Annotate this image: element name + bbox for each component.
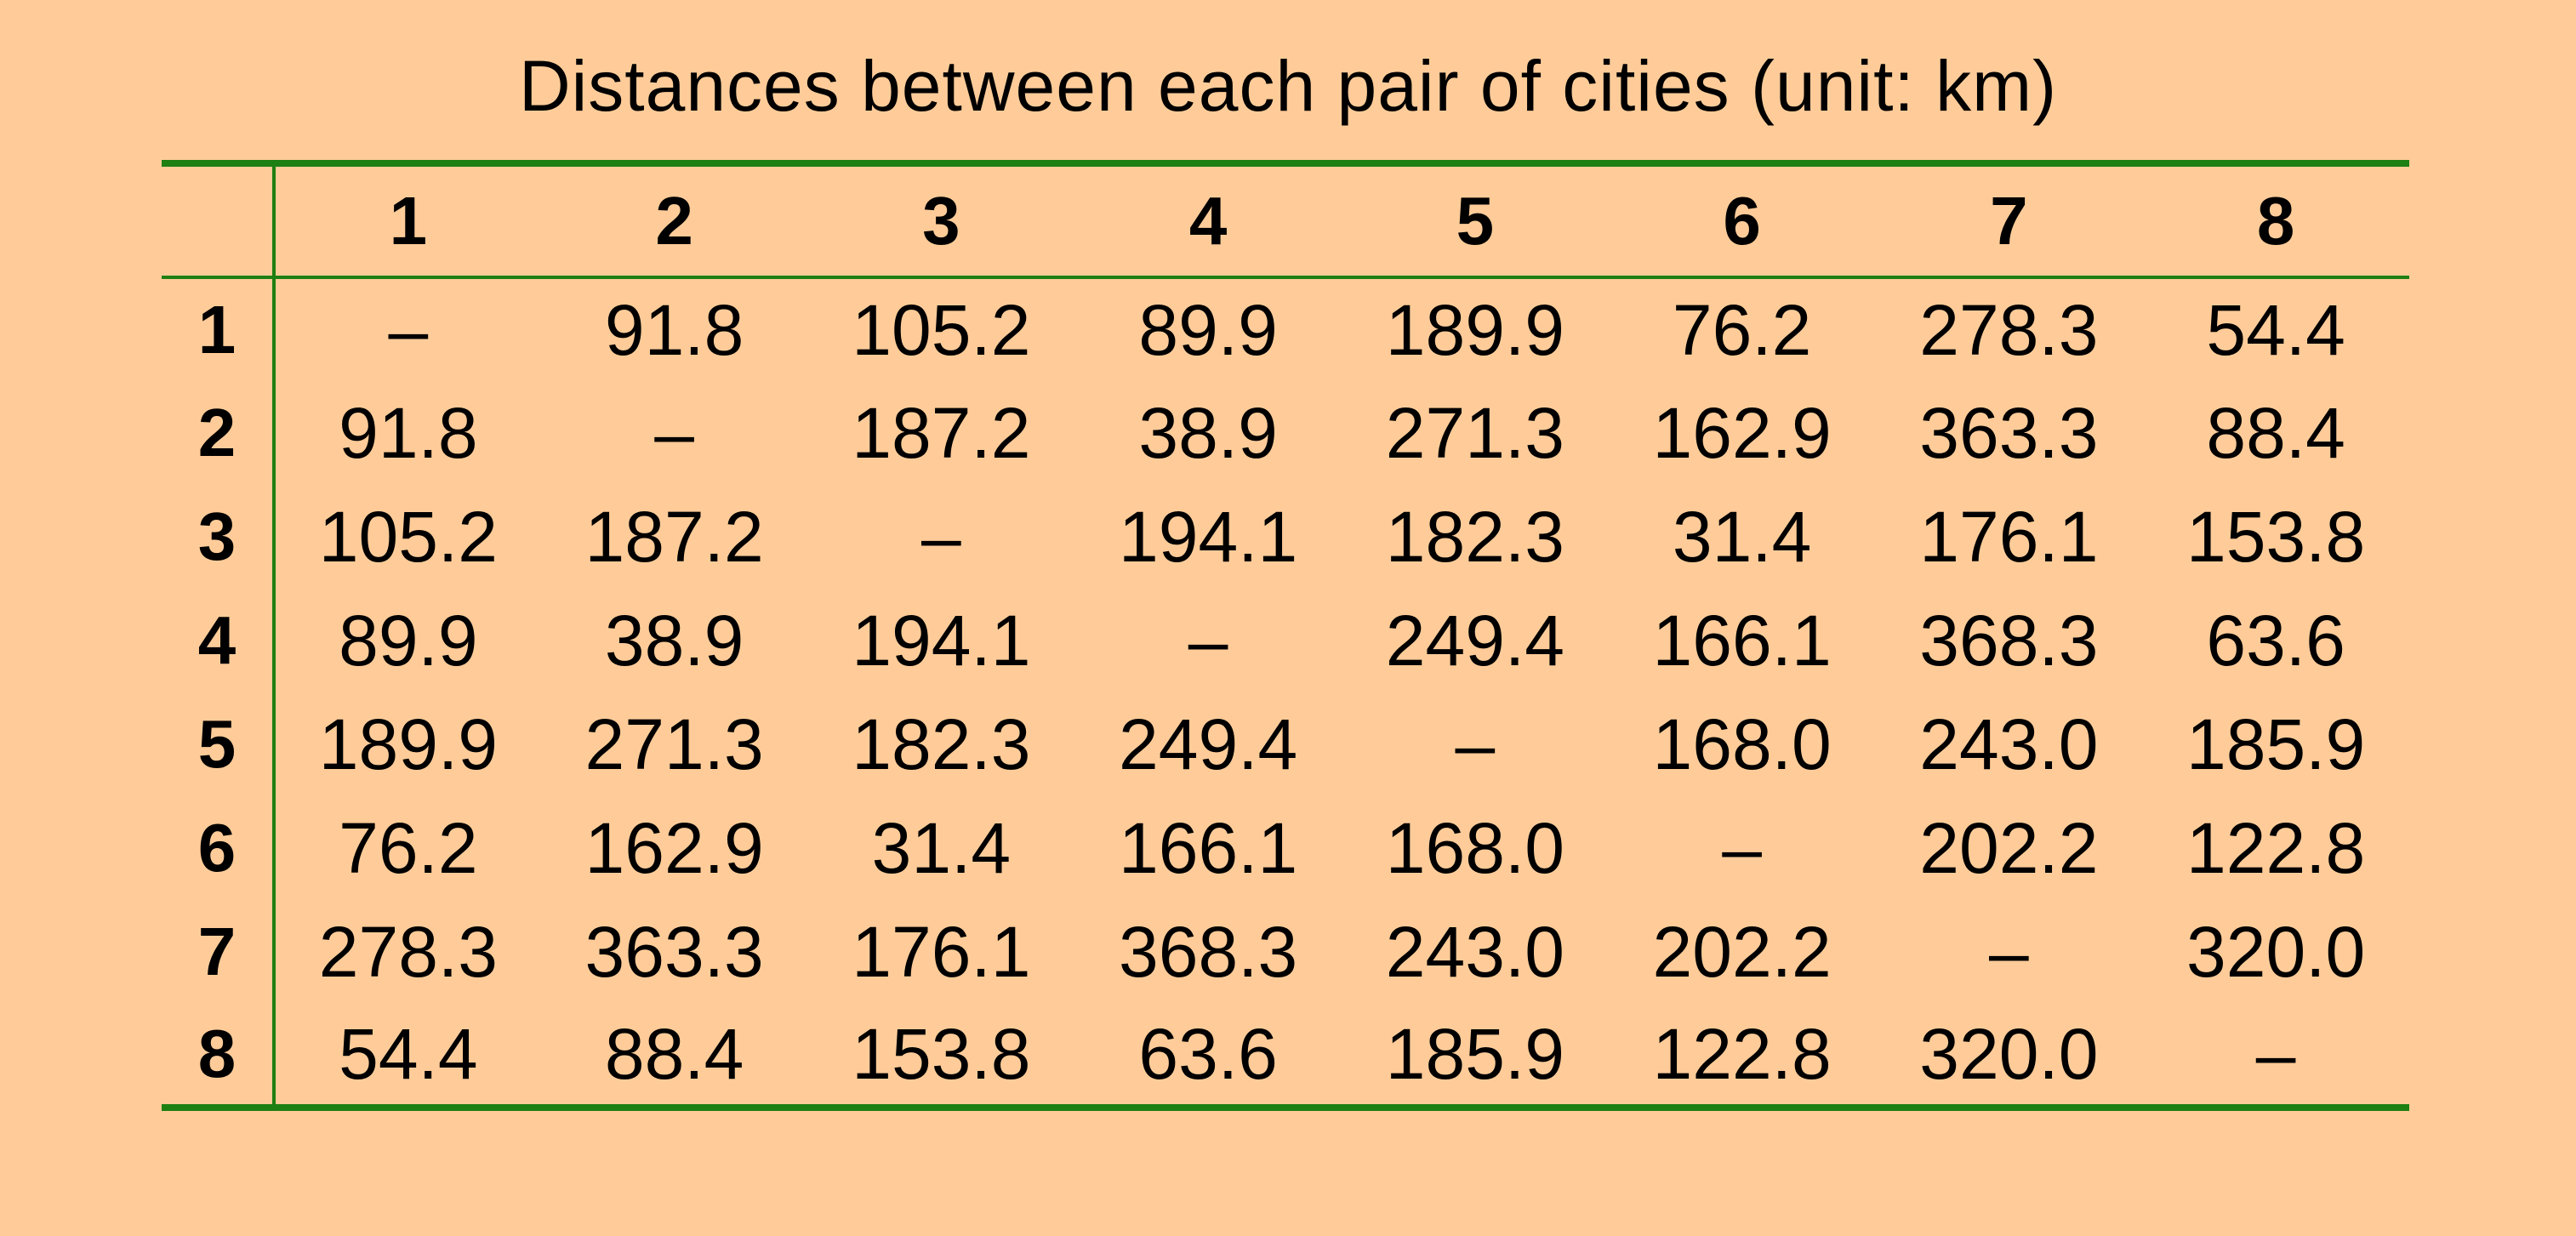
distance-cell: 54.4 xyxy=(274,1004,541,1111)
row-header: 1 xyxy=(162,277,276,381)
distance-cell: 189.9 xyxy=(318,703,498,784)
distance-cell: 320.0 xyxy=(1875,1004,2143,1111)
column-header: 7 xyxy=(1875,160,2143,279)
distance-cell: 182.3 xyxy=(852,703,1031,784)
distance-cell: 63.6 xyxy=(1074,1004,1342,1111)
row-header: 8 xyxy=(162,1004,276,1111)
distance-cell: 168.0 xyxy=(1385,807,1564,888)
distance-cell: 176.1 xyxy=(852,911,1031,992)
distance-cell: 38.9 xyxy=(1138,392,1278,473)
distance-cell: 153.8 xyxy=(2186,496,2366,577)
distance-cell: 185.9 xyxy=(2186,703,2366,784)
distance-cell: – xyxy=(1722,807,1762,888)
distance-cell: 320.0 xyxy=(2186,911,2366,992)
distance-cell: 88.4 xyxy=(540,1004,808,1111)
distance-cell: 187.2 xyxy=(584,496,764,577)
row-header: 6 xyxy=(162,796,276,900)
column-header: 5 xyxy=(1342,160,1609,279)
distance-cell: – xyxy=(2142,1004,2409,1111)
distance-cell: 153.8 xyxy=(807,1004,1075,1111)
distance-cell: 194.1 xyxy=(1119,496,1298,577)
distance-cell: 368.3 xyxy=(1119,911,1298,992)
distance-cell: 89.9 xyxy=(1138,289,1278,370)
row-header: 5 xyxy=(162,692,276,796)
row-header: 2 xyxy=(162,381,276,485)
distance-cell: 168.0 xyxy=(1652,703,1832,784)
table-row: 2 91.8 – 187.2 38.9 271.3 162.9 363.3 88.4 xyxy=(162,381,2409,485)
distance-cell: 271.3 xyxy=(1385,392,1564,473)
table-row: 3 105.2 187.2 – 194.1 182.3 31.4 176.1 153.8 xyxy=(162,485,2409,589)
distance-cell: 162.9 xyxy=(1652,392,1832,473)
table-row: 7 278.3 363.3 176.1 368.3 243.0 202.2 – 320.0 xyxy=(162,900,2409,1004)
distance-cell: 194.1 xyxy=(852,600,1031,681)
distance-cell: 189.9 xyxy=(1385,289,1564,370)
column-header: 4 xyxy=(1074,160,1342,279)
table-body: 1–91.8 105.2 89.9 189.9 76.2 278.3 54.4 2 91.8–1… xyxy=(162,277,2409,1111)
distance-cell: 31.4 xyxy=(1672,496,1812,577)
distance-cell: 122.8 xyxy=(1608,1004,1876,1111)
distance-cell: 249.4 xyxy=(1385,600,1564,681)
table-row: 5 189.9 271.3 182.3 249.4 – 168.0 243.0 185.9 xyxy=(162,692,2409,796)
distance-cell: 249.4 xyxy=(1119,703,1298,784)
distance-cell: – xyxy=(1188,600,1228,681)
distance-cell: 166.1 xyxy=(1119,807,1298,888)
distance-cell: 182.3 xyxy=(1385,496,1564,577)
distance-cell: 202.2 xyxy=(1919,807,2099,888)
distance-cell: 187.2 xyxy=(852,392,1031,473)
distance-cell: – xyxy=(1455,703,1496,784)
distance-cell: 63.6 xyxy=(2206,600,2345,681)
distance-cell: 76.2 xyxy=(1672,289,1812,370)
distance-cell: 278.3 xyxy=(318,911,498,992)
distance-cell: – xyxy=(654,392,694,473)
distance-cell: 202.2 xyxy=(1652,911,1832,992)
distance-cell: 368.3 xyxy=(1919,600,2099,681)
distance-cell: 105.2 xyxy=(852,289,1031,370)
column-header: 2 xyxy=(540,160,808,279)
distance-cell: 91.8 xyxy=(339,392,478,473)
distance-cell: 162.9 xyxy=(584,807,764,888)
distance-cell: 278.3 xyxy=(1919,289,2099,370)
distance-cell: – xyxy=(921,496,961,577)
distance-cell: 166.1 xyxy=(1652,600,1832,681)
distance-cell: 185.9 xyxy=(1342,1004,1609,1111)
distance-cell: 271.3 xyxy=(584,703,764,784)
distance-cell: 89.9 xyxy=(339,600,478,681)
table-row: 1 – 91.8 105.2 89.9 189.9 76.2 278.3 54.4 xyxy=(162,277,2409,381)
distance-cell: 38.9 xyxy=(604,600,744,681)
column-header: 1 xyxy=(274,160,541,279)
distance-cell: 122.8 xyxy=(2186,807,2366,888)
row-header: 3 xyxy=(162,485,276,589)
column-header: 3 xyxy=(807,160,1075,279)
distance-cell: 31.4 xyxy=(871,807,1012,888)
distance-cell: 76.2 xyxy=(339,807,478,888)
distance-cell: 91.8 xyxy=(604,289,744,370)
row-header: 7 xyxy=(162,900,276,1004)
distance-cell: 363.3 xyxy=(1919,392,2099,473)
distance-cell: 363.3 xyxy=(584,911,764,992)
distance-cell: 54.4 xyxy=(2206,289,2345,370)
distance-cell: – xyxy=(388,289,429,370)
corner-cell xyxy=(162,160,276,279)
column-header: 8 xyxy=(2142,160,2409,279)
distance-cell: 88.4 xyxy=(2206,392,2345,473)
table-row: 4 89.9 38.9 194.1 – 249.4 166.1 368.3 63.6 xyxy=(162,589,2409,692)
distance-cell: 243.0 xyxy=(1385,911,1564,992)
table-title: Distances between each pair of cities (u… xyxy=(518,46,2058,126)
distance-cell: 176.1 xyxy=(1919,496,2099,577)
table-row: 8 54.4 88.4 153.8 63.6 185.9 122.8 320.0– xyxy=(162,1004,2409,1111)
distance-cell: 105.2 xyxy=(318,496,498,577)
table-row: 6 76.2 162.9 31.4 166.1 168.0 – 202.2 122.8 xyxy=(162,796,2409,900)
distance-cell: – xyxy=(1989,911,2029,992)
row-header: 4 xyxy=(162,589,276,692)
column-header: 6 xyxy=(1608,160,1876,279)
distance-cell: 243.0 xyxy=(1919,703,2099,784)
